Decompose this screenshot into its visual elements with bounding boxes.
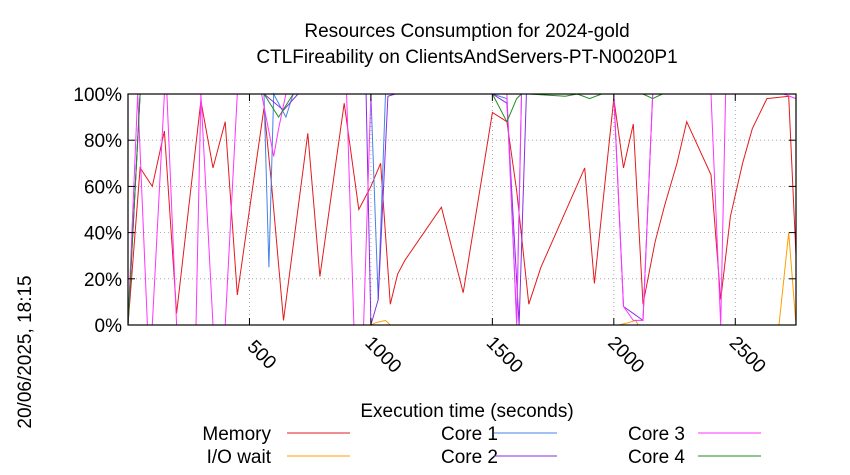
- series-line-core-4: [127, 93, 796, 326]
- axis-ticks: 0% 20% 40% 60% 80% 100% 500 1000 1500 2000 2500: [73, 85, 796, 377]
- y-tick-label: 0%: [95, 316, 123, 337]
- y-tick-label: 100%: [73, 85, 122, 106]
- legend-label-i-o-wait: I/O wait: [207, 447, 272, 468]
- series-line-core-3: [127, 93, 797, 326]
- series-lines: [127, 92, 797, 326]
- x-axis-label: Execution time (seconds): [360, 401, 573, 422]
- x-tick-label: 500: [243, 336, 280, 373]
- legend-label-core-1: Core 1: [441, 424, 498, 445]
- x-tick-label: 1500: [482, 333, 527, 378]
- x-tick-label: 1000: [360, 333, 405, 378]
- plot-frame: [127, 93, 797, 326]
- legend-label-core-4: Core 4: [628, 447, 685, 468]
- series-line-core-1: [127, 92, 796, 326]
- y-tick-label: 60%: [84, 177, 122, 198]
- legend-label-core-3: Core 3: [628, 424, 685, 445]
- chart-title: Resources Consumption for 2024-gold: [304, 21, 629, 42]
- x-tick-label: 2500: [725, 333, 770, 378]
- y-tick-label: 80%: [84, 131, 122, 152]
- timestamp-label: 20/06/2025, 18:15: [15, 275, 36, 428]
- legend-label-memory: Memory: [202, 424, 271, 445]
- x-tick-label: 2000: [603, 333, 648, 378]
- y-tick-label: 40%: [84, 224, 122, 245]
- grid: [128, 94, 796, 325]
- chart-subtitle: CTLFireability on ClientsAndServers-PT-N…: [256, 47, 677, 68]
- series-line-memory: [127, 95, 797, 326]
- series-line-core-2: [127, 93, 796, 326]
- legend-label-core-2: Core 2: [441, 447, 498, 468]
- y-tick-label: 20%: [84, 270, 122, 291]
